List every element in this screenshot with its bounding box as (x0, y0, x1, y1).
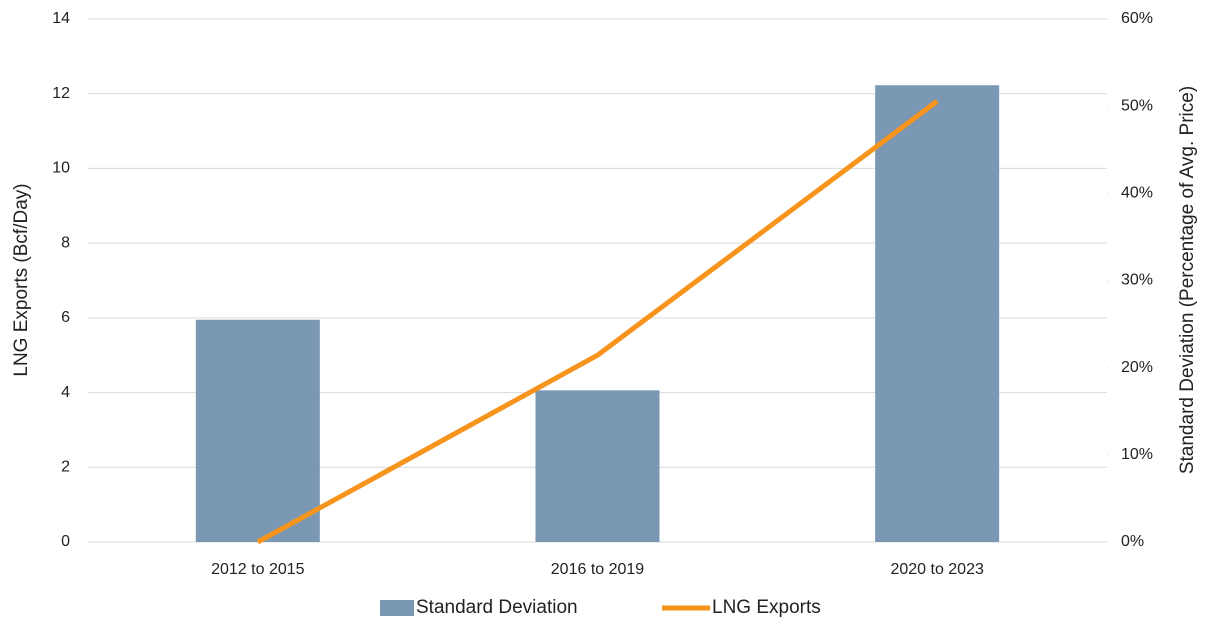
y-tick-label: 14 (52, 10, 70, 27)
x-tick-label: 2020 to 2023 (890, 561, 984, 578)
line (256, 99, 939, 545)
x-tick-label: 2012 to 2015 (211, 561, 305, 578)
y-axis-title: LNG Exports (Bcf/Day) (11, 183, 32, 376)
bar (875, 85, 1000, 542)
y2-tick-label: 0% (1121, 533, 1144, 550)
y-tick-label: 6 (61, 309, 70, 326)
y-tick-label: 10 (52, 160, 70, 177)
y2-tick-label: 40% (1121, 185, 1153, 202)
y2-tick-label: 20% (1121, 359, 1153, 376)
y-tick-label: 12 (52, 85, 70, 102)
y2-tick-label: 10% (1121, 446, 1153, 463)
x-tick-label: 2016 to 2019 (551, 561, 645, 578)
legend-label: LNG Exports (712, 597, 821, 618)
legend-label: Standard Deviation (416, 597, 578, 618)
y-tick-label: 0 (61, 533, 70, 550)
y2-tick-label: 30% (1121, 272, 1153, 289)
y2-tick-label: 60% (1121, 10, 1153, 27)
bar (195, 319, 320, 542)
legend-swatch (380, 600, 414, 616)
y-tick-label: 2 (61, 459, 70, 476)
y-tick-label: 4 (61, 384, 70, 401)
y2-tick-label: 50% (1121, 97, 1153, 114)
y2-axis-title: Standard Deviation (Percentage of Avg. P… (1177, 86, 1198, 474)
y-tick-label: 8 (61, 234, 70, 251)
bar (535, 390, 660, 542)
